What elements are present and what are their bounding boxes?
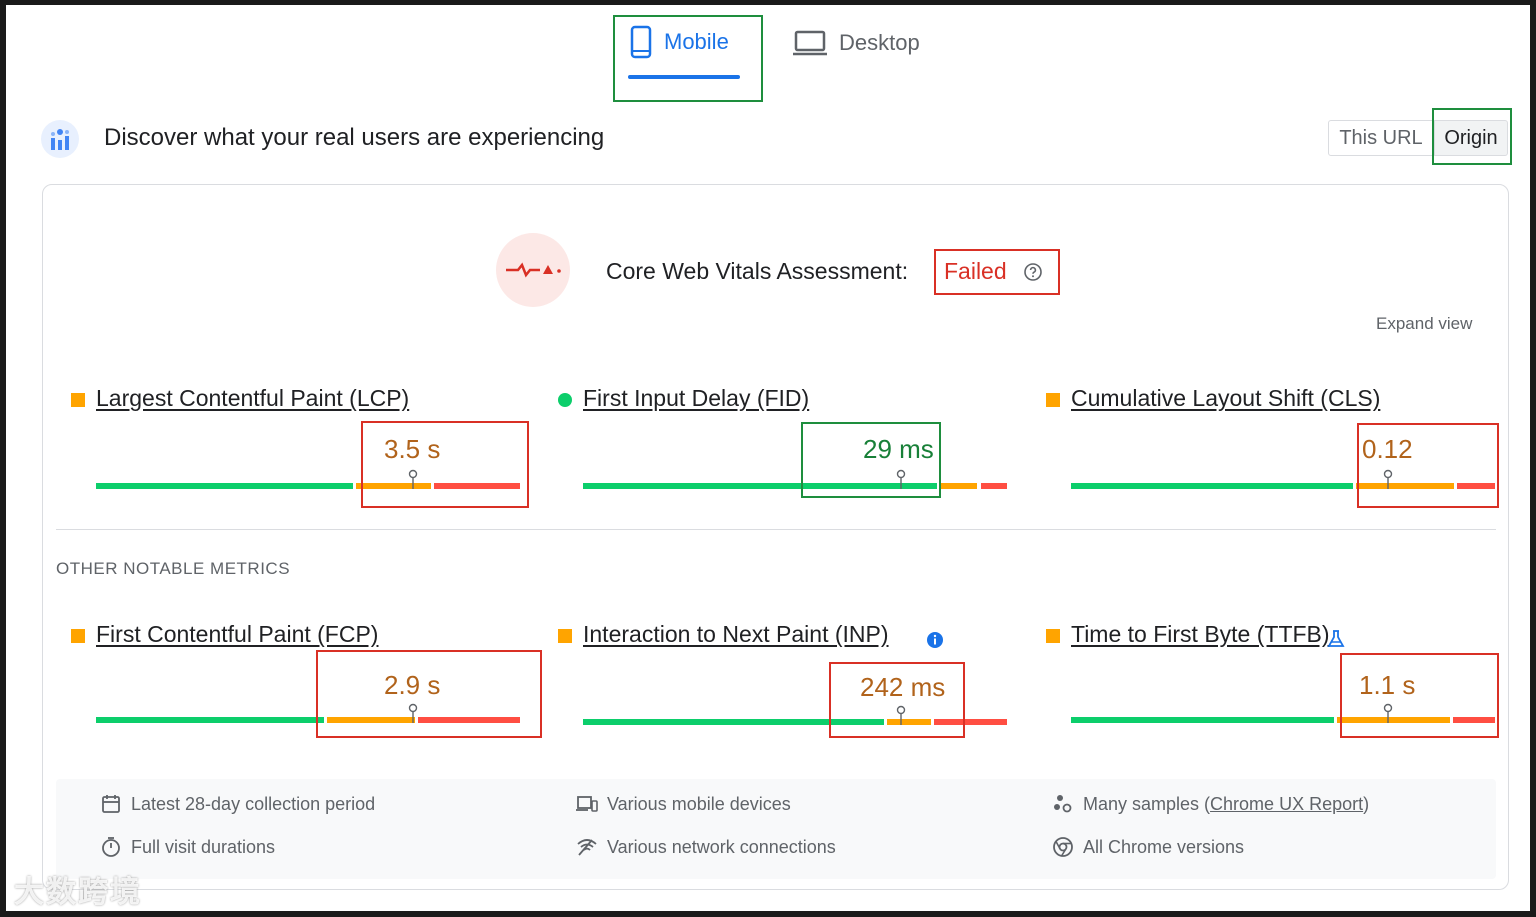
chrome-ux-report-link[interactable]: Chrome UX Report	[1210, 793, 1364, 814]
footer-samples-text: Many samples (	[1083, 793, 1211, 814]
network-icon	[577, 839, 597, 856]
footer-samples-suffix: )	[1363, 793, 1370, 814]
collection-info-panel	[56, 779, 1496, 879]
assessment-status: Failed	[944, 258, 1007, 284]
percentile-pin-icon	[896, 705, 906, 725]
footer-period-text: Latest 28-day collection period	[131, 793, 376, 814]
highlight-box	[829, 662, 965, 738]
help-icon[interactable]	[1023, 262, 1043, 282]
page: Mobile Desktop Discover what your real u…	[6, 5, 1530, 911]
highlight-box	[1432, 108, 1512, 165]
metric-fid: First Input Delay (FID) 29 ms	[558, 385, 1008, 495]
tab-mobile[interactable]: Mobile	[630, 25, 729, 59]
rating-dot-icon	[558, 393, 572, 407]
metric-inp: Interaction to Next Paint (INP) 242 ms	[558, 621, 1008, 731]
metric-cls: Cumulative Layout Shift (CLS) 0.12	[1046, 385, 1496, 495]
devices-icon	[576, 796, 598, 812]
highlight-box	[1357, 423, 1499, 508]
percentile-pin-icon	[896, 469, 906, 489]
metric-lcp: Largest Contentful Paint (LCP) 3.5 s	[71, 385, 521, 495]
metric-name[interactable]: Cumulative Layout Shift (CLS)	[1071, 385, 1381, 411]
footer-samples: Many samples (Chrome UX Report)	[1052, 793, 1369, 815]
highlight-box	[801, 422, 941, 498]
this-url-toggle[interactable]: This URL	[1328, 120, 1434, 156]
footer-devices: Various mobile devices	[576, 793, 791, 815]
metric-name[interactable]: First Contentful Paint (FCP)	[96, 621, 379, 647]
footer-network-text: Various network connections	[607, 836, 836, 857]
footer-durations: Full visit durations	[100, 836, 275, 858]
metric-value: 3.5 s	[384, 434, 441, 464]
metric-name[interactable]: Time to First Byte (TTFB)	[1071, 621, 1330, 647]
info-icon[interactable]	[926, 631, 944, 649]
highlight-box	[934, 249, 1060, 295]
rating-square-icon	[558, 629, 572, 643]
rating-square-icon	[1046, 393, 1060, 407]
metric-name[interactable]: Largest Contentful Paint (LCP)	[96, 385, 410, 411]
percentile-pin-icon	[408, 469, 418, 489]
percentile-pin-icon	[1383, 469, 1393, 489]
active-tab-indicator	[628, 75, 740, 79]
highlight-box	[316, 650, 542, 738]
tab-mobile-label: Mobile	[664, 29, 729, 54]
metric-fcp: First Contentful Paint (FCP) 2.9 s	[71, 621, 521, 731]
crux-icon	[41, 120, 79, 158]
mobile-icon	[630, 25, 652, 59]
calendar-icon	[102, 795, 120, 813]
highlight-box	[613, 15, 763, 102]
metric-name[interactable]: First Input Delay (FID)	[583, 385, 810, 411]
chrome-icon	[1053, 837, 1073, 857]
percentile-pin-icon	[408, 703, 418, 723]
distribution-bar	[583, 469, 1007, 489]
origin-toggle[interactable]: Origin	[1434, 120, 1508, 156]
expand-view-link[interactable]: Expand view	[1376, 314, 1473, 333]
rating-square-icon	[71, 393, 85, 407]
tab-desktop-label: Desktop	[839, 30, 920, 55]
footer-period: Latest 28-day collection period	[100, 793, 375, 815]
desktop-icon	[793, 30, 827, 56]
metric-value: 1.1 s	[1359, 670, 1416, 700]
failed-vitals-icon	[496, 233, 570, 307]
footer-versions: All Chrome versions	[1052, 836, 1244, 858]
highlight-box	[1340, 653, 1499, 738]
footer-network: Various network connections	[576, 836, 836, 858]
distribution-bar	[1071, 469, 1495, 489]
metric-value: 2.9 s	[384, 670, 441, 700]
footer-versions-text: All Chrome versions	[1083, 836, 1245, 857]
rating-square-icon	[71, 629, 85, 643]
footer-durations-text: Full visit durations	[131, 836, 276, 857]
distribution-bar	[1071, 703, 1495, 723]
footer-devices-text: Various mobile devices	[607, 793, 791, 814]
samples-icon	[1054, 795, 1072, 813]
distribution-bar	[96, 703, 520, 723]
section-label: OTHER NOTABLE METRICS	[56, 559, 291, 578]
field-data-card	[42, 184, 1509, 890]
percentile-pin-icon	[1383, 703, 1393, 723]
lab-flask-icon[interactable]	[1326, 629, 1346, 649]
metric-name[interactable]: Interaction to Next Paint (INP)	[583, 621, 889, 647]
metric-ttfb: Time to First Byte (TTFB) 1.1 s	[1046, 621, 1496, 731]
stopwatch-icon	[102, 837, 120, 857]
page-title: Discover what your real users are experi…	[104, 124, 605, 151]
distribution-bar	[583, 705, 1007, 725]
metric-value: 29 ms	[863, 434, 934, 464]
watermark-logo: 大数跨境	[14, 876, 142, 909]
rating-square-icon	[1046, 629, 1060, 643]
distribution-bar	[96, 469, 520, 489]
metric-value: 0.12	[1362, 434, 1413, 464]
assessment-title: Core Web Vitals Assessment:	[606, 258, 909, 284]
divider	[56, 529, 1496, 530]
metric-value: 242 ms	[860, 672, 946, 702]
highlight-box	[361, 421, 529, 508]
tab-desktop[interactable]: Desktop	[793, 30, 920, 56]
